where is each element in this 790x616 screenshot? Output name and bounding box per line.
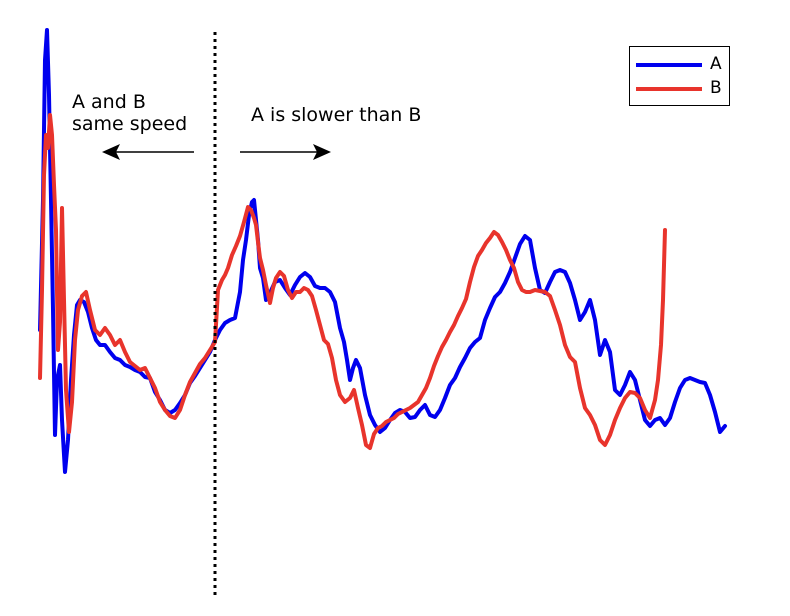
annotation-slower: A is slower than B xyxy=(251,104,421,126)
legend-swatch-b xyxy=(636,87,702,91)
arrow-left-icon xyxy=(102,144,194,160)
legend-label-b: B xyxy=(710,78,722,98)
legend-item-a: A xyxy=(636,53,728,75)
annotation-line: A is slower than B xyxy=(251,104,422,126)
arrow-right-icon xyxy=(240,144,331,160)
annotation-line: same speed xyxy=(72,113,188,135)
annotation-line: A and B xyxy=(72,91,146,113)
legend: A B xyxy=(629,46,730,106)
legend-swatch-a xyxy=(636,63,702,67)
series-line-a xyxy=(38,28,727,474)
legend-item-b: B xyxy=(636,77,728,99)
series-line-b xyxy=(38,113,667,450)
annotation-same-speed: A and B same speed xyxy=(72,91,187,135)
legend-label-a: A xyxy=(710,54,722,74)
series-layer xyxy=(38,28,727,474)
